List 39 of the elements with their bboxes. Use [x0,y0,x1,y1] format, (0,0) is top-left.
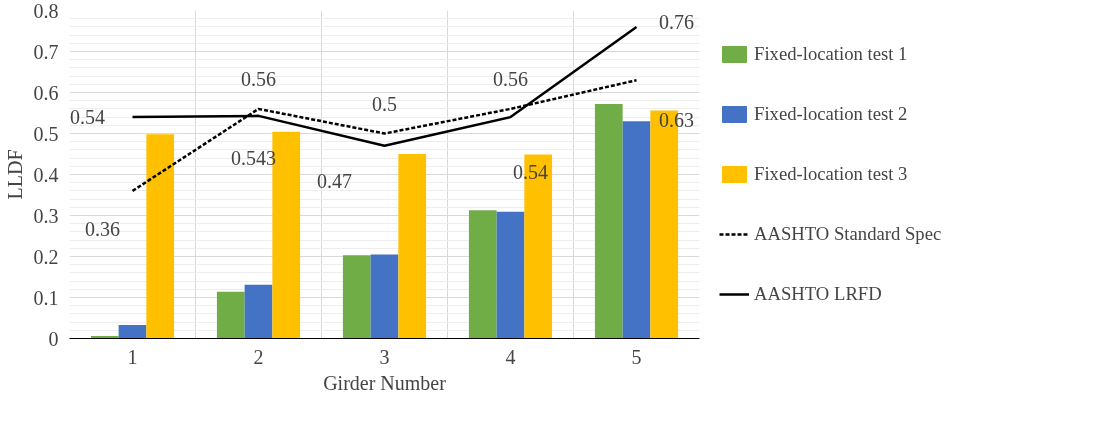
x-tick-label: 4 [505,345,516,368]
bar [622,121,651,339]
x-tick-label: 1 [127,345,138,368]
y-tick-label: 0.4 [33,163,59,186]
bar [216,291,245,339]
y-tick-label: 0 [48,327,59,350]
y-axis-title: LLDF [3,149,26,200]
x-axis-title: Girder Number [323,371,447,394]
bar [594,103,623,339]
legend-label: Fixed-location test 3 [754,163,908,185]
bar [468,210,497,339]
data-label: 0.36 [85,217,120,240]
y-tick-label: 0.1 [33,286,59,309]
legend-label: AASHTO Standard Spec [754,223,942,245]
legend-label: Fixed-location test 1 [754,43,908,65]
x-tick-label: 2 [253,345,264,368]
y-tick-label: 0.6 [33,81,59,104]
y-tick-label: 0.8 [33,0,59,22]
data-label: 0.56 [241,67,276,90]
bar [398,154,427,339]
legend-label: AASHTO LRFD [754,283,882,305]
bar [146,134,175,339]
data-label: 0.54 [70,106,105,129]
data-label: 0.76 [659,10,694,33]
bar [342,255,371,339]
y-tick-label: 0.3 [33,204,59,227]
bar [118,324,147,339]
bar [496,211,525,339]
y-tick-label: 0.7 [33,40,59,63]
data-label: 0.56 [493,67,528,90]
data-label: 0.47 [317,169,352,192]
x-tick-label: 5 [631,345,642,368]
bar [244,284,273,339]
bar [370,254,399,339]
y-tick-label: 0.2 [33,245,59,268]
legend-label: Fixed-location test 2 [754,103,908,125]
y-tick-label: 0.5 [33,122,59,145]
x-tick-label: 3 [379,345,390,368]
data-label: 0.5 [372,92,397,115]
